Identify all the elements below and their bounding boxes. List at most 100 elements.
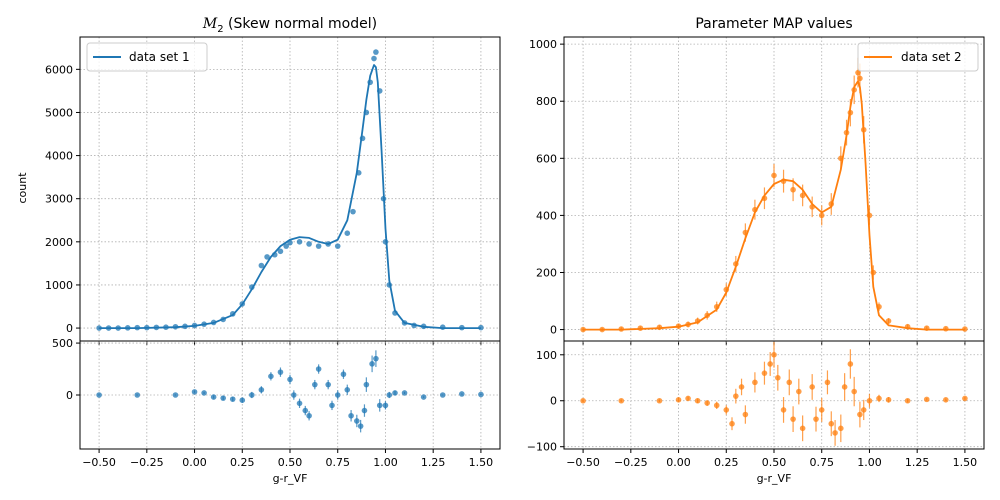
data-point <box>843 129 850 136</box>
x-tick-label: −0.50 <box>566 456 600 469</box>
x-tick-label: 0.25 <box>714 456 739 469</box>
data-point <box>361 407 368 414</box>
y-tick-label: −100 <box>527 441 557 454</box>
data-point <box>790 186 796 193</box>
data-point <box>291 392 297 398</box>
data-point <box>367 79 373 86</box>
y-tick-label: 1000 <box>45 279 73 292</box>
data-point <box>354 418 360 424</box>
left-main-grid <box>80 37 500 341</box>
legend-box <box>86 42 208 72</box>
y-tick-label: 100 <box>536 349 557 362</box>
data-point <box>618 326 625 332</box>
left-main-curve-group <box>99 64 481 330</box>
data-point <box>411 322 417 329</box>
data-point <box>752 379 758 386</box>
data-point <box>780 178 787 184</box>
x-tick-label: −0.25 <box>130 456 164 469</box>
data-point <box>229 311 236 317</box>
data-point <box>713 303 720 310</box>
data-point <box>675 323 682 329</box>
data-point <box>371 55 377 62</box>
data-point <box>923 396 930 403</box>
data-point <box>742 229 749 236</box>
data-point <box>363 381 370 388</box>
x-tick-label: 0.25 <box>230 456 255 469</box>
data-point <box>847 109 854 116</box>
data-point <box>373 355 379 362</box>
data-point <box>258 262 265 269</box>
data-point <box>580 326 586 333</box>
data-point <box>363 109 370 116</box>
data-point <box>182 323 188 330</box>
y-tick-label: 400 <box>536 209 557 222</box>
data-point <box>656 397 663 404</box>
data-point <box>239 301 246 307</box>
data-point <box>296 239 303 245</box>
y-tick-label: 0 <box>66 322 73 335</box>
data-point <box>713 402 720 409</box>
data-point <box>325 241 331 247</box>
data-point <box>258 387 265 393</box>
x-tick-label: 0.75 <box>809 456 834 469</box>
data-point <box>334 243 341 249</box>
y-tick-label: 200 <box>536 266 557 279</box>
left-main-title-rest: (Skew normal model) <box>224 16 377 32</box>
data-point <box>729 420 735 427</box>
data-point <box>287 239 293 246</box>
data-point <box>382 239 389 245</box>
data-point <box>334 392 341 398</box>
data-point <box>201 321 207 327</box>
data-point <box>271 251 278 258</box>
x-tick-label: 0.50 <box>278 456 303 469</box>
data-point <box>163 324 169 331</box>
y-tick-label: 0 <box>550 324 557 337</box>
data-point <box>675 397 682 403</box>
data-point <box>723 286 730 293</box>
data-point <box>904 397 911 404</box>
data-point <box>857 75 863 82</box>
data-point <box>315 366 322 372</box>
data-point <box>943 397 949 403</box>
data-point <box>329 402 335 409</box>
data-point <box>420 394 427 400</box>
y-tick-label: 2000 <box>45 236 73 249</box>
legend-label: data set 1 <box>129 50 190 64</box>
data-point <box>851 87 857 93</box>
data-point <box>220 316 226 323</box>
data-point <box>392 390 398 396</box>
y-tick-label: 3000 <box>45 193 73 206</box>
data-point <box>239 397 246 403</box>
left-residual-grid <box>80 341 500 449</box>
right-main-points-group <box>580 57 968 333</box>
data-point <box>153 324 160 331</box>
data-point <box>386 282 393 288</box>
data-point <box>459 324 465 331</box>
data-point <box>344 387 351 393</box>
data-point <box>392 310 398 316</box>
data-point <box>885 397 892 403</box>
data-point <box>420 323 427 330</box>
right-residual-y-ticks: −100 0 100 <box>527 349 564 454</box>
data-point <box>694 318 701 324</box>
data-point <box>315 243 322 249</box>
data-point <box>824 379 831 386</box>
data-point <box>264 254 270 260</box>
right-residual-xlabel: g-r_VF <box>757 472 792 485</box>
data-point <box>105 325 112 331</box>
left-main-title-math: M <box>202 16 218 32</box>
data-point <box>818 212 825 219</box>
y-tick-label: 0 <box>550 395 557 408</box>
data-point <box>733 261 739 267</box>
data-point <box>191 322 198 329</box>
data-point <box>738 384 745 390</box>
data-point <box>401 320 408 326</box>
data-point <box>220 395 226 401</box>
data-point <box>847 361 854 367</box>
right-residual-x-ticks: −0.50 −0.25 0.00 0.25 0.50 0.75 1.00 1.25 1.50 <box>566 449 977 469</box>
data-point <box>813 416 819 422</box>
data-point <box>828 420 835 427</box>
left-residual-x-ticks: −0.50 −0.25 0.00 0.25 0.50 0.75 1.00 1.25 1.50 <box>82 449 493 469</box>
y-tick-label: 5000 <box>45 106 73 119</box>
